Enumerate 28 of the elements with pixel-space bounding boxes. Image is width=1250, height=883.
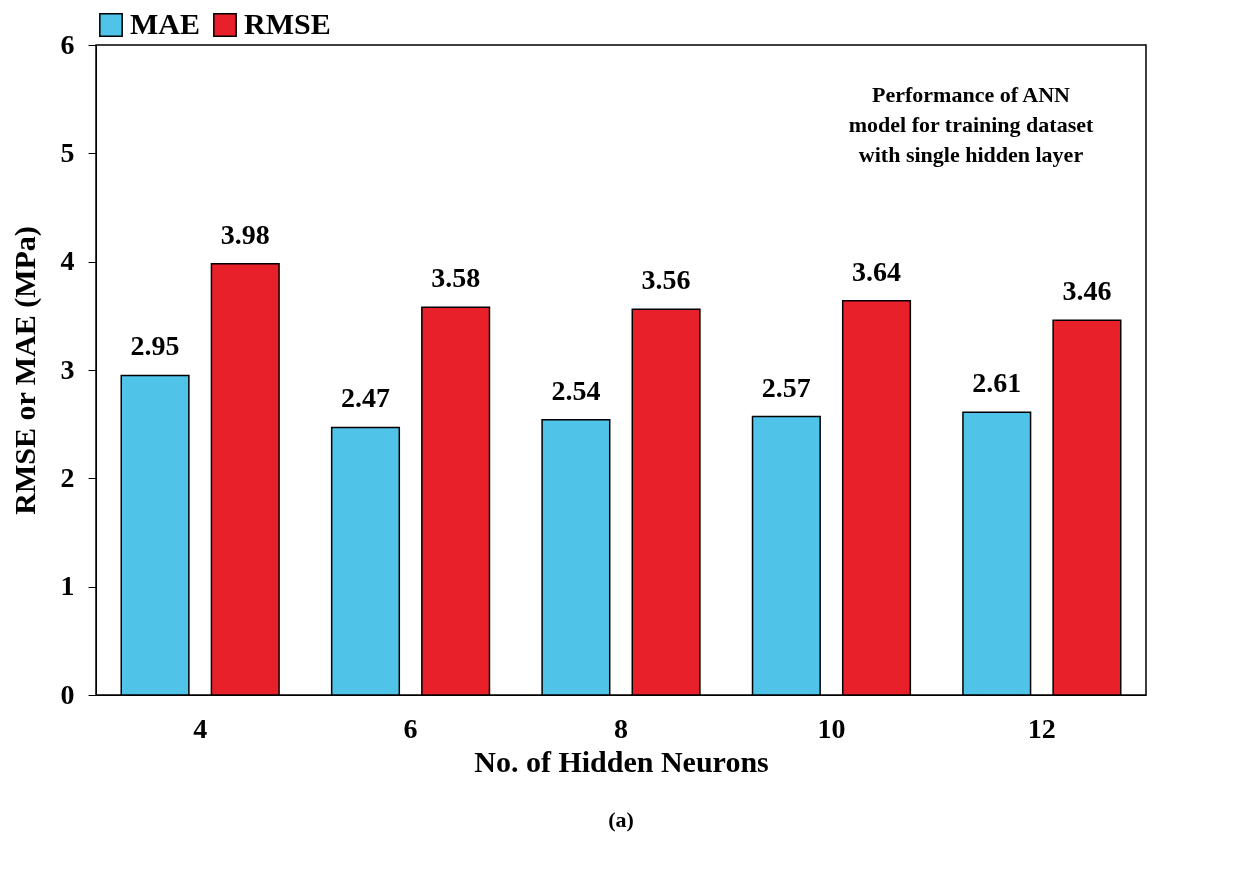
y-tick-label: 1 (60, 570, 75, 602)
x-tick-label: 4 (193, 712, 208, 744)
x-tick-label: 6 (403, 712, 418, 744)
data-label: 3.58 (431, 262, 481, 294)
data-label: 2.47 (340, 382, 390, 414)
data-label: 2.54 (551, 374, 601, 406)
legend-label: RMSE (244, 7, 331, 40)
data-label: 3.56 (641, 264, 691, 296)
x-tick-label: 8 (614, 712, 628, 744)
data-label: 3.98 (220, 218, 270, 250)
y-tick-label: 4 (60, 245, 75, 277)
y-tick-label: 6 (60, 28, 75, 60)
legend-label: MAE (130, 7, 200, 40)
data-label: 3.64 (852, 255, 902, 287)
y-axis-title: RMSE or MAE (MPa) (7, 226, 42, 515)
text: (a) (608, 807, 634, 832)
annotation: Performance of ANN model for training dataset with single hidden layer (848, 82, 1094, 167)
y-tick-label: 2 (60, 461, 75, 493)
x-tick-label: 12 (1027, 712, 1056, 744)
y-tick-label: 3 (60, 353, 75, 385)
data-label: 2.95 (130, 330, 180, 362)
x-axis-title: No. of Hidden Neurons (474, 744, 769, 778)
x-tick-label: 10 (817, 712, 846, 744)
y-tick-label: 0 (60, 678, 75, 710)
data-label: 2.61 (972, 367, 1022, 399)
y-tick-label: 5 (60, 136, 75, 168)
data-label: 3.46 (1062, 275, 1112, 307)
data-label: 2.57 (761, 371, 811, 403)
